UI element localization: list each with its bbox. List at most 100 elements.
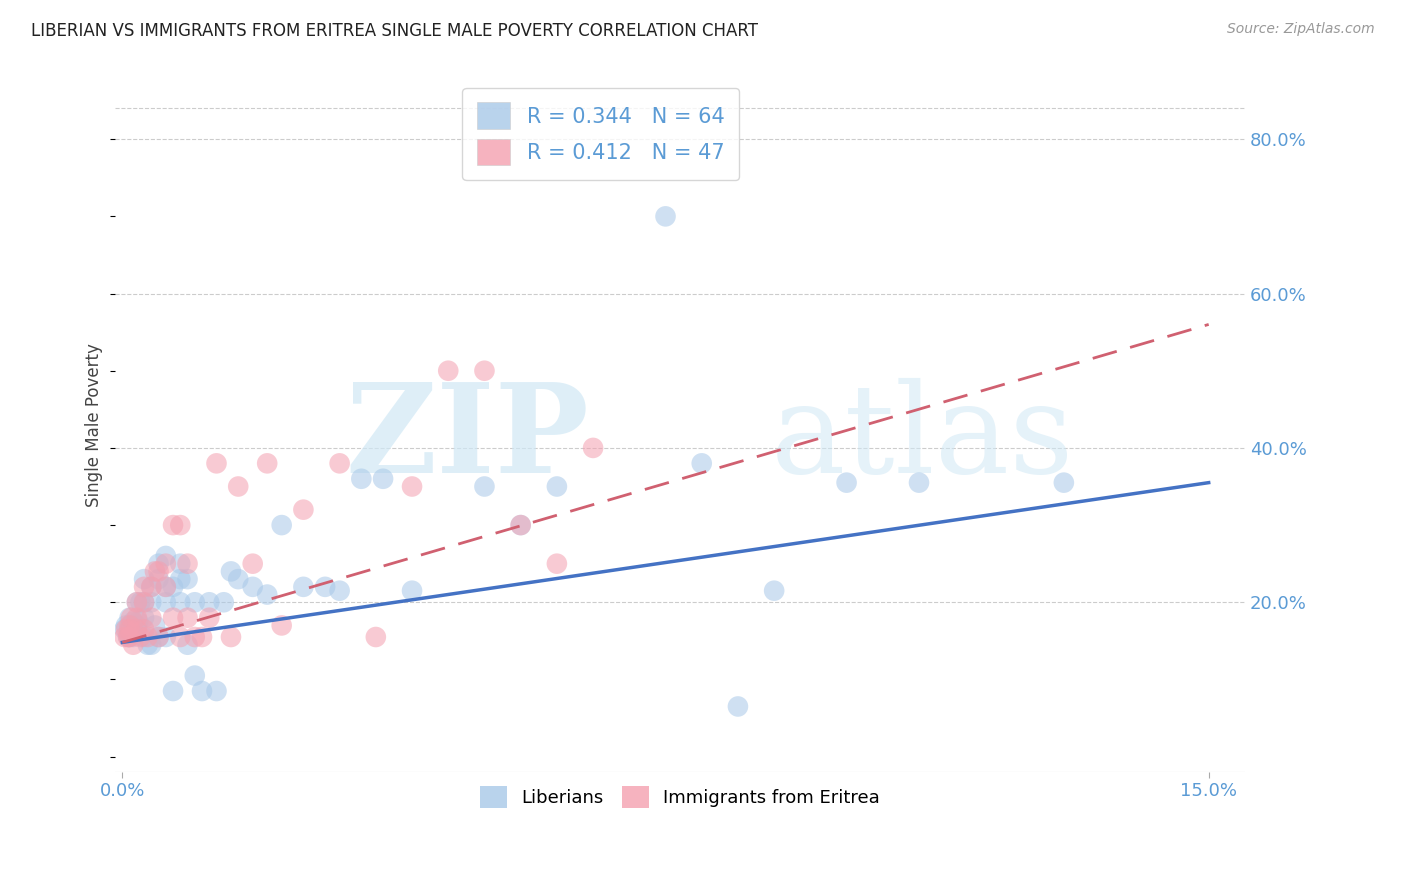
Point [184, 630, 207, 644]
Point [314, 580, 336, 594]
Point [763, 583, 786, 598]
Point [292, 502, 315, 516]
Point [155, 549, 177, 563]
Point [114, 622, 136, 636]
Point [198, 595, 221, 609]
Point [118, 630, 141, 644]
Y-axis label: Single Male Poverty: Single Male Poverty [86, 343, 103, 507]
Point [184, 668, 207, 682]
Point [129, 595, 152, 609]
Point [205, 456, 228, 470]
Point [908, 475, 931, 490]
Point [205, 684, 228, 698]
Point [120, 618, 142, 632]
Point [226, 479, 249, 493]
Point [132, 595, 155, 609]
Point [132, 622, 155, 636]
Point [141, 580, 163, 594]
Point [162, 611, 184, 625]
Point [132, 580, 155, 594]
Point [162, 580, 184, 594]
Point [132, 572, 155, 586]
Point [117, 630, 139, 644]
Point [125, 595, 148, 609]
Point [118, 622, 141, 636]
Point [132, 611, 155, 625]
Point [132, 595, 155, 609]
Point [114, 630, 136, 644]
Point [727, 699, 749, 714]
Point [148, 572, 170, 586]
Point [191, 630, 214, 644]
Point [371, 472, 394, 486]
Point [226, 572, 249, 586]
Point [141, 611, 163, 625]
Point [401, 479, 423, 493]
Point [129, 630, 152, 644]
Point [474, 364, 496, 378]
Point [136, 630, 159, 644]
Point [148, 630, 170, 644]
Point [401, 583, 423, 598]
Point [125, 622, 148, 636]
Point [242, 580, 264, 594]
Text: Source: ZipAtlas.com: Source: ZipAtlas.com [1227, 22, 1375, 37]
Point [117, 630, 139, 644]
Point [292, 580, 315, 594]
Point [115, 618, 138, 632]
Point [256, 456, 278, 470]
Point [136, 638, 159, 652]
Point [155, 580, 177, 594]
Point [132, 630, 155, 644]
Point [270, 518, 292, 533]
Point [141, 595, 163, 609]
Point [176, 572, 198, 586]
Point [690, 456, 713, 470]
Point [127, 615, 149, 629]
Point [329, 583, 352, 598]
Point [509, 518, 531, 533]
Point [546, 557, 568, 571]
Point [270, 618, 292, 632]
Point [219, 630, 242, 644]
Point [148, 565, 170, 579]
Point [350, 472, 373, 486]
Point [169, 518, 191, 533]
Point [329, 456, 352, 470]
Point [125, 595, 148, 609]
Point [143, 618, 166, 632]
Point [169, 630, 191, 644]
Point [155, 557, 177, 571]
Point [242, 557, 264, 571]
Point [364, 630, 387, 644]
Point [148, 630, 170, 644]
Point [176, 557, 198, 571]
Text: atlas: atlas [770, 378, 1074, 500]
Point [120, 611, 142, 625]
Legend: Liberians, Immigrants from Eritrea: Liberians, Immigrants from Eritrea [472, 779, 887, 815]
Point [118, 611, 141, 625]
Point [256, 588, 278, 602]
Point [122, 630, 145, 644]
Point [141, 580, 163, 594]
Point [169, 572, 191, 586]
Point [198, 611, 221, 625]
Point [118, 630, 141, 644]
Point [141, 638, 163, 652]
Point [169, 595, 191, 609]
Point [176, 611, 198, 625]
Point [474, 479, 496, 493]
Point [155, 630, 177, 644]
Point [169, 557, 191, 571]
Point [122, 638, 145, 652]
Point [118, 622, 141, 636]
Text: LIBERIAN VS IMMIGRANTS FROM ERITREA SINGLE MALE POVERTY CORRELATION CHART: LIBERIAN VS IMMIGRANTS FROM ERITREA SING… [31, 22, 758, 40]
Point [143, 565, 166, 579]
Point [509, 518, 531, 533]
Point [219, 565, 242, 579]
Point [155, 580, 177, 594]
Point [184, 595, 207, 609]
Point [125, 618, 148, 632]
Point [155, 595, 177, 609]
Point [835, 475, 858, 490]
